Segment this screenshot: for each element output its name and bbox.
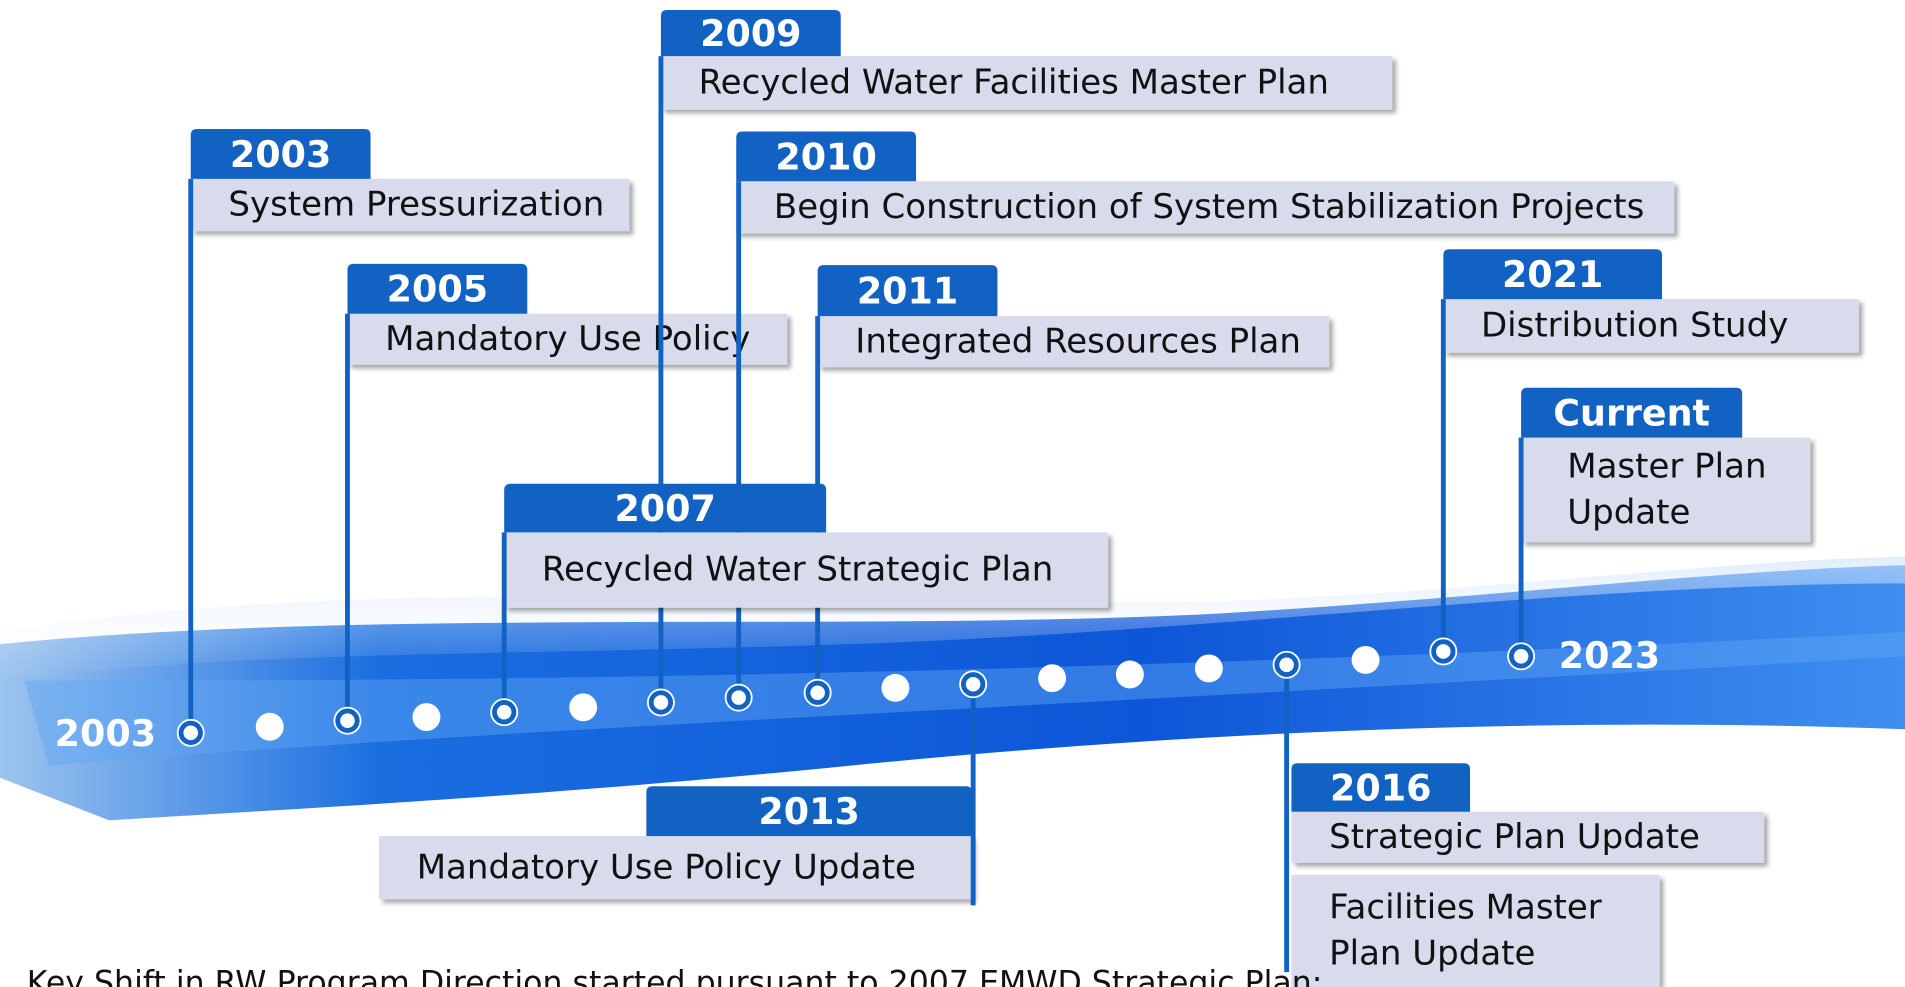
timeline-dot	[1038, 664, 1067, 693]
event-label: Plan Update	[1329, 934, 1535, 974]
label-box	[190, 178, 630, 232]
event-label: Master Plan	[1567, 446, 1766, 486]
event: Integrated Resources Plan 2011	[815, 265, 1330, 686]
event: Begin Construction of System Stabilizati…	[736, 131, 1675, 691]
event-year: 2016	[1330, 766, 1431, 809]
timeline-end: 2023	[1559, 634, 1660, 677]
event-label: Strategic Plan Update	[1329, 817, 1700, 857]
event-label: System Pressurization	[228, 185, 604, 225]
timeline-dot-ring	[492, 700, 517, 725]
event-label: Mandatory Use Policy Update	[417, 847, 916, 887]
footer-text: Key Shift in RW Program Direction starte…	[27, 965, 1323, 987]
year-tab	[660, 9, 841, 57]
label-box	[660, 56, 1393, 110]
timeline-dot	[412, 703, 441, 732]
timeline-dot	[255, 712, 284, 741]
event-year: 2011	[857, 270, 958, 313]
event-label: Facilities Master	[1329, 888, 1602, 928]
timeline-dot-ring	[1508, 644, 1534, 669]
timeline-dot-ring	[178, 720, 203, 745]
timeline-dot-ring	[648, 690, 674, 715]
label-box	[1521, 437, 1811, 543]
event-label: Integrated Resources Plan	[855, 321, 1301, 361]
event: Recycled Water Strategic Plan 2007	[501, 483, 1109, 705]
year-tab	[736, 131, 917, 182]
year-tab	[817, 265, 998, 317]
timeline-dot-ring	[961, 672, 986, 697]
year-tab	[1291, 763, 1471, 812]
timeline-dot-ring	[805, 680, 830, 705]
event-year: Current	[1553, 392, 1710, 435]
event-year: 2010	[775, 135, 876, 178]
year-tab	[190, 129, 371, 179]
year-tab	[347, 263, 528, 314]
timeline-dot	[1194, 654, 1223, 683]
event: Strategic Plan Update Facilities Master Pl…	[1284, 670, 1765, 987]
label-box	[1291, 874, 1660, 987]
event-label: Begin Construction of System Stabilizati…	[774, 187, 1644, 227]
timeline-dot	[1351, 645, 1380, 674]
label-box	[1291, 811, 1765, 863]
timeline-dot-ring	[1431, 639, 1456, 664]
event-label: Recycled Water Facilities Master Plan	[699, 63, 1329, 103]
label-box	[504, 532, 1109, 608]
year-tab	[504, 483, 827, 533]
event-year: 2003	[230, 133, 331, 176]
event: Mandatory Use Policy 2005	[345, 263, 788, 714]
year-tab	[1521, 387, 1743, 438]
event-label: Mandatory Use Policy	[385, 319, 750, 359]
water-highlight	[0, 556, 1905, 681]
event-label: Update	[1567, 493, 1690, 533]
timeline-dot	[881, 673, 910, 702]
label-box	[379, 836, 972, 900]
timeline-start: 2003	[55, 712, 156, 755]
timeline-dot-ring	[1274, 652, 1299, 677]
event: Mandatory Use Policy Update 2013	[379, 690, 976, 906]
event-year: 2021	[1502, 253, 1603, 296]
event-year: 2007	[614, 487, 715, 530]
timeline-dot	[1115, 660, 1144, 689]
label-box	[347, 313, 788, 365]
water-streak	[24, 632, 1905, 766]
timeline-dot	[569, 693, 598, 722]
event: System Pressurization 2003	[188, 129, 630, 726]
timeline-dot-ring	[335, 708, 360, 733]
events: System Pressurization 2003 Mandatory Use P…	[188, 9, 1859, 987]
event-label: Distribution Study	[1481, 306, 1788, 346]
event-year: 2009	[700, 12, 801, 55]
label-box	[817, 316, 1330, 368]
event: Master Plan Update Current	[1518, 387, 1811, 650]
timeline-dots	[176, 637, 1536, 747]
event-year: 2013	[758, 790, 859, 833]
year-tab	[646, 786, 972, 837]
label-box	[1443, 299, 1859, 353]
event-year: 2005	[387, 268, 488, 311]
year-tab	[1443, 249, 1663, 300]
label-box	[736, 181, 1675, 234]
timeline-dot-ring	[726, 685, 751, 710]
event-label: Recycled Water Strategic Plan	[542, 550, 1053, 590]
event: Distribution Study 2021	[1440, 249, 1859, 645]
